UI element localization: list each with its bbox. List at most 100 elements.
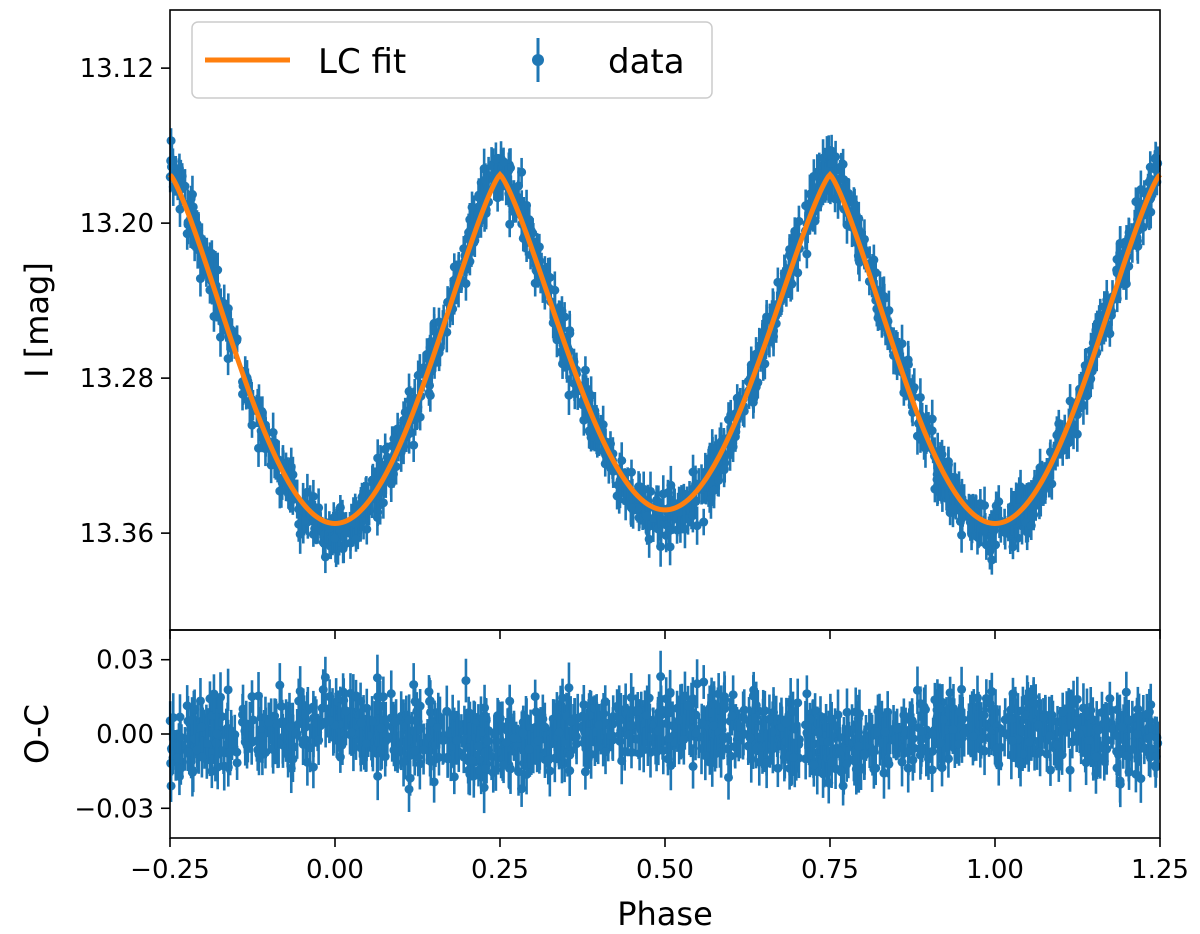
data-point	[1064, 438, 1074, 448]
data-point	[330, 533, 340, 543]
legend-box	[191, 21, 713, 99]
residual-point	[545, 766, 555, 776]
residual-point	[1017, 727, 1027, 737]
data-point	[565, 329, 575, 339]
data-point	[1136, 185, 1146, 195]
data-point	[499, 157, 509, 167]
data-point	[276, 486, 286, 496]
residual-point	[1105, 694, 1115, 704]
data-point	[935, 475, 945, 485]
residual-point	[479, 783, 489, 793]
y-tick-label: 13.20	[80, 209, 154, 239]
data-point	[707, 443, 717, 453]
data-point	[903, 359, 913, 369]
residual-point	[842, 707, 852, 717]
data-point	[980, 500, 990, 510]
residuals-panel: −0.030.000.03 −0.25 0.00 0.25 0.50 0.75 1.00 1…	[18, 629, 1189, 933]
residual-point	[1069, 699, 1079, 709]
data-point	[626, 467, 636, 477]
light-curve-y-ticks: 13.12 13.20 13.28 13.36	[80, 54, 170, 549]
residual-point	[664, 708, 674, 718]
data-point	[869, 255, 879, 265]
data-point	[692, 521, 702, 531]
data-point	[254, 443, 264, 453]
residual-point	[302, 757, 312, 767]
residual-point	[665, 689, 675, 699]
residual-point	[225, 747, 235, 757]
data-point	[714, 475, 724, 485]
residual-point	[943, 754, 953, 764]
residual-point	[1112, 763, 1122, 773]
residual-point	[658, 745, 668, 755]
data-point	[373, 453, 383, 463]
residual-point	[1057, 750, 1067, 760]
data-point	[195, 274, 205, 284]
data-point	[665, 542, 675, 552]
residual-point	[818, 769, 828, 779]
data-point	[802, 249, 812, 259]
data-point	[1082, 391, 1092, 401]
residual-point	[373, 771, 383, 781]
residual-point	[626, 747, 636, 757]
residual-point	[1045, 765, 1055, 775]
y-tick-label: 13.12	[80, 54, 154, 84]
data-point	[550, 285, 560, 295]
data-point	[760, 359, 770, 369]
residual-point	[773, 763, 783, 773]
data-point	[653, 524, 663, 534]
data-point	[992, 505, 1002, 515]
data-point	[691, 497, 701, 507]
residual-point	[1091, 752, 1101, 762]
y-tick-label: 13.28	[80, 364, 154, 394]
residual-point	[1065, 765, 1075, 775]
data-point	[188, 202, 198, 212]
data-point	[1131, 197, 1141, 207]
data-point	[639, 484, 649, 494]
data-point	[809, 171, 819, 181]
data-point	[699, 517, 709, 527]
data-point	[341, 528, 351, 538]
data-point	[378, 498, 388, 508]
residual-series	[165, 650, 1163, 814]
residual-point	[688, 761, 698, 771]
residual-point	[175, 712, 185, 722]
data-point	[382, 452, 392, 462]
data-point	[389, 434, 399, 444]
residual-point	[859, 749, 869, 759]
data-point	[727, 439, 737, 449]
residual-point	[254, 691, 264, 701]
data-point	[709, 485, 719, 495]
data-point	[920, 443, 930, 453]
light-curve-panel: 13.12 13.20 13.28 13.36 I [mag] LC fit data	[18, 9, 1163, 639]
data-point	[584, 426, 594, 436]
data-point	[386, 479, 396, 489]
data-point	[788, 240, 798, 250]
residual-point	[899, 710, 909, 720]
residual-point	[656, 672, 666, 682]
data-point	[175, 204, 185, 214]
data-point	[299, 516, 309, 526]
residual-point	[558, 693, 568, 703]
data-point	[409, 440, 419, 450]
data-point	[405, 395, 415, 405]
data-point	[1052, 430, 1062, 440]
residual-point	[692, 679, 702, 689]
data-point	[719, 464, 729, 474]
residual-point	[294, 696, 304, 706]
residual-point	[1121, 687, 1131, 697]
residual-point	[565, 750, 575, 760]
data-point	[351, 534, 361, 544]
data-point	[794, 216, 804, 226]
residual-point	[491, 765, 501, 775]
data-point	[793, 268, 803, 278]
data-point	[1028, 510, 1038, 520]
data-point	[664, 526, 674, 536]
data-point	[979, 525, 989, 535]
residual-point	[972, 693, 982, 703]
residual-point	[540, 722, 550, 732]
residual-point	[223, 685, 233, 695]
data-point	[617, 456, 627, 466]
data-point	[467, 202, 477, 212]
data-point	[314, 503, 324, 513]
